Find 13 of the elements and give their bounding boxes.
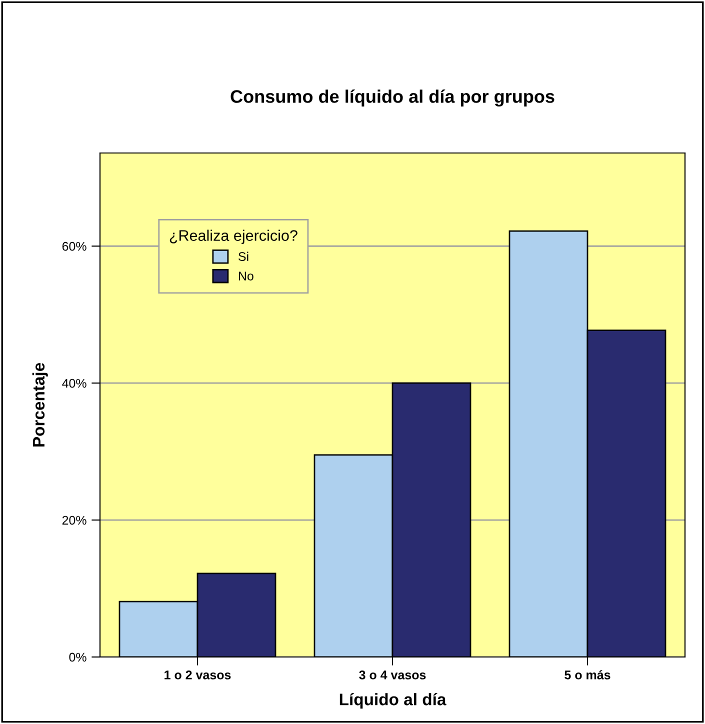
x-tick-label: 3 o 4 vasos [359,670,426,680]
x-axis-title: Líquido al día [340,692,446,709]
y-axis-title: Porcentaje [32,362,48,446]
x-tick-label: 1 o 2 vasos [164,670,231,680]
chart-title: Consumo de líquido al día por grupos [230,89,554,107]
x-tick-label: 5 o más [564,670,610,680]
legend-label: Si [238,252,248,261]
legend-title: ¿Realiza ejercicio? [170,230,298,244]
y-tick-label: 40% [62,378,86,388]
y-tick-label: 20% [62,516,86,525]
legend-label: No [238,272,254,280]
y-tick-label: 0% [69,652,86,662]
y-tick-label: 60% [62,242,86,251]
